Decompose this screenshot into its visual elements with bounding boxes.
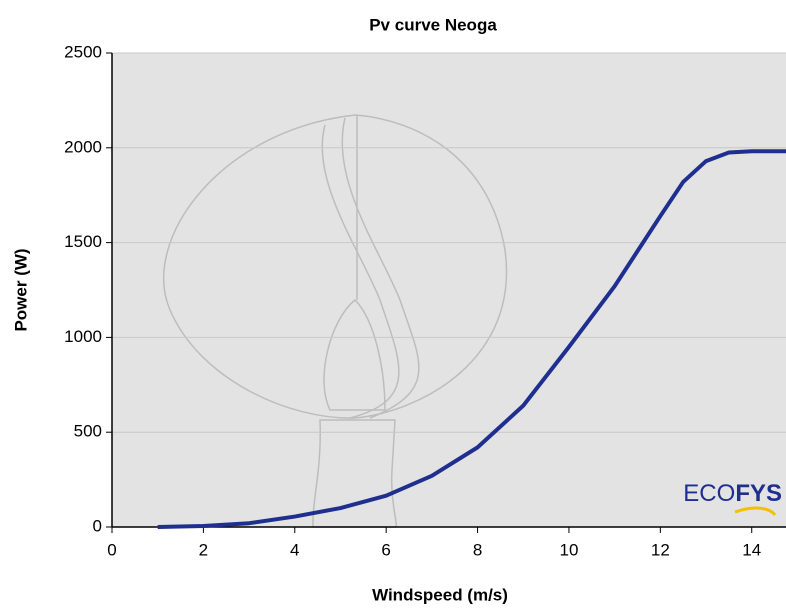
- x-tick-label: 2: [199, 540, 208, 559]
- logo-swoosh: [734, 506, 777, 517]
- x-tick-label: 12: [651, 540, 670, 559]
- line-series: [157, 149, 786, 529]
- x-tick-label: 8: [473, 540, 482, 559]
- x-axis-label: Windspeed (m/s): [372, 585, 508, 604]
- logo-bold: FYS: [735, 480, 782, 507]
- y-tick-label: 1500: [64, 232, 102, 251]
- x-tick-label: 4: [290, 540, 299, 559]
- y-tick-label: 2000: [64, 137, 102, 156]
- x-tick-label: 6: [381, 540, 390, 559]
- y-tick-label: 1000: [64, 327, 102, 346]
- plot-area: [112, 53, 786, 527]
- y-tick-label: 2500: [64, 42, 102, 61]
- y-tick-label: 0: [93, 516, 102, 535]
- y-tick-label: 500: [74, 422, 102, 441]
- chart-title: Pv curve Neoga: [369, 15, 497, 34]
- x-tick-label: 10: [559, 540, 578, 559]
- x-tick-label: 0: [107, 540, 116, 559]
- logo: ECOFYS: [683, 480, 782, 507]
- x-tick-label: 14: [742, 540, 761, 559]
- y-axis-label: Power (W): [11, 248, 30, 331]
- logo-light: ECO: [683, 480, 735, 507]
